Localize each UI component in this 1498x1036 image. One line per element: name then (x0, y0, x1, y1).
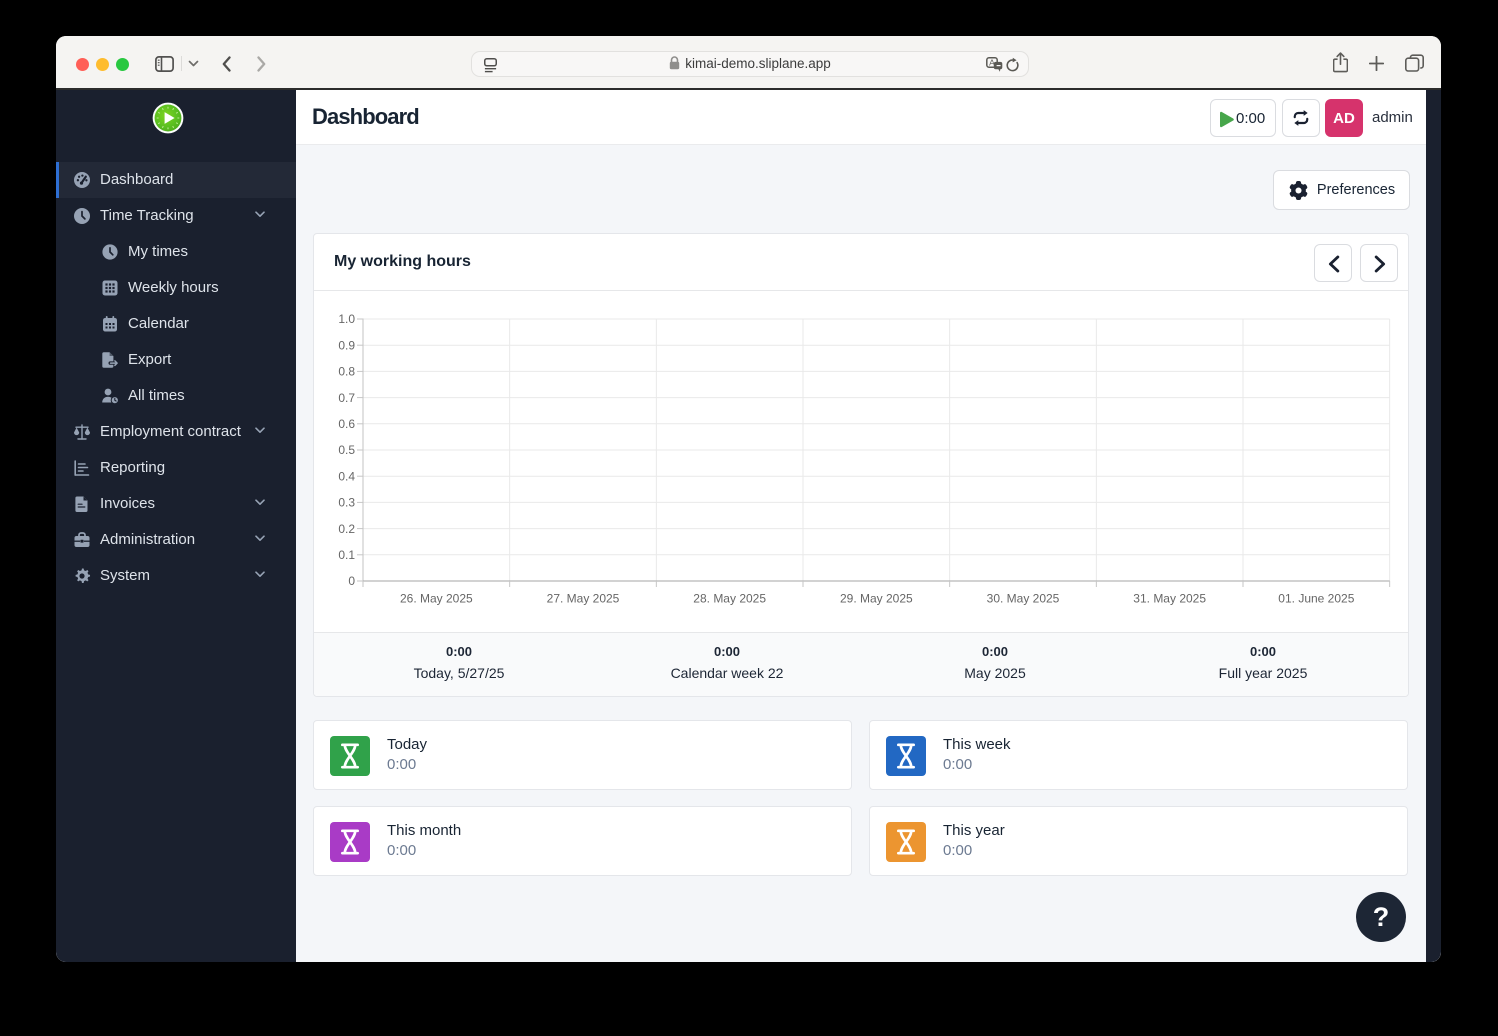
svg-text:0.8: 0.8 (338, 365, 355, 379)
svg-text:0.3: 0.3 (338, 496, 355, 510)
svg-text:1.0: 1.0 (338, 312, 355, 326)
svg-text:01. June 2025: 01. June 2025 (1278, 592, 1354, 606)
svg-text:30. May 2025: 30. May 2025 (987, 592, 1060, 606)
svg-text:0.5: 0.5 (338, 443, 355, 457)
svg-text:27. May 2025: 27. May 2025 (547, 592, 620, 606)
svg-text:29. May 2025: 29. May 2025 (840, 592, 913, 606)
svg-text:0.9: 0.9 (338, 338, 355, 352)
svg-text:28. May 2025: 28. May 2025 (693, 592, 766, 606)
svg-text:0.2: 0.2 (338, 522, 355, 536)
svg-text:31. May 2025: 31. May 2025 (1133, 592, 1206, 606)
svg-text:A: A (989, 57, 995, 67)
svg-text:0.1: 0.1 (338, 548, 355, 562)
svg-text:0: 0 (348, 574, 355, 588)
svg-text:0.7: 0.7 (338, 391, 355, 405)
svg-text:0.4: 0.4 (338, 469, 355, 483)
svg-text:0.6: 0.6 (338, 417, 355, 431)
svg-text:26. May 2025: 26. May 2025 (400, 592, 473, 606)
